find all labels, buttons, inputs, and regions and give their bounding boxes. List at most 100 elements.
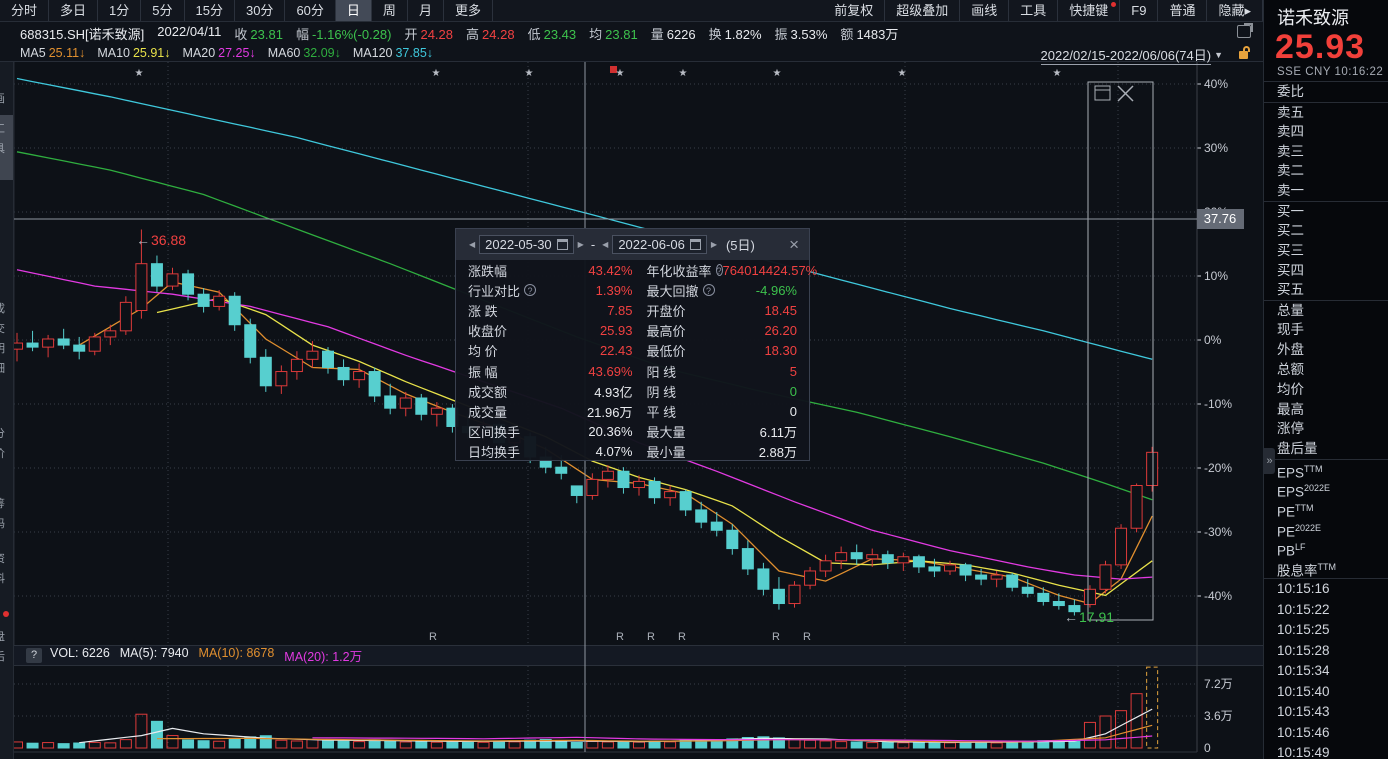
candle[interactable]	[726, 524, 739, 555]
menu-item-画线[interactable]: 画线	[960, 0, 1010, 21]
menu-item-1分[interactable]: 1分	[98, 0, 142, 21]
candle[interactable]	[244, 318, 257, 364]
candle[interactable]	[819, 554, 832, 578]
star-marker-icon[interactable]: ★	[616, 68, 625, 79]
star-marker-icon[interactable]: ★	[898, 68, 907, 79]
candle[interactable]	[166, 267, 179, 291]
candle[interactable]	[601, 465, 614, 488]
close-icon[interactable]: ×	[789, 235, 799, 254]
candle[interactable]	[586, 473, 599, 500]
calendar-icon[interactable]	[1094, 85, 1111, 101]
chevron-down-icon[interactable]: ▼	[1214, 50, 1223, 60]
menu-item-月[interactable]: 月	[408, 0, 444, 21]
star-marker-icon[interactable]: ★	[135, 68, 144, 79]
candle[interactable]	[182, 269, 195, 301]
popout-icon[interactable]	[1237, 23, 1253, 38]
candle[interactable]	[197, 288, 210, 313]
next-date-icon[interactable]: ▶	[710, 240, 717, 249]
candle[interactable]	[415, 393, 428, 421]
menu-item-超级叠加[interactable]: 超级叠加	[885, 0, 961, 21]
candle[interactable]	[710, 511, 723, 537]
unlock-icon[interactable]	[1239, 46, 1251, 59]
menu-item-隐藏▸[interactable]: 隐藏▸	[1207, 0, 1263, 21]
candle[interactable]	[944, 560, 956, 576]
candle[interactable]	[384, 383, 397, 415]
candle[interactable]	[788, 581, 801, 608]
menu-item-快捷键[interactable]: 快捷键	[1058, 0, 1121, 21]
help-icon[interactable]: ?	[524, 284, 537, 297]
candle[interactable]	[912, 554, 925, 574]
candle[interactable]	[150, 255, 163, 293]
restricted-marker[interactable]: R	[678, 631, 686, 643]
date-range-text[interactable]: 2022/02/15-2022/06/06(74日)	[1040, 45, 1212, 65]
candle[interactable]	[835, 546, 848, 569]
strip-active-tab[interactable]	[0, 115, 13, 180]
candle[interactable]	[26, 330, 39, 352]
menu-item-30分[interactable]: 30分	[235, 0, 286, 21]
menu-item-周[interactable]: 周	[372, 0, 408, 21]
candle[interactable]	[337, 359, 350, 386]
menu-item-前复权[interactable]: 前复权	[823, 0, 886, 21]
menu-item-5分[interactable]: 5分	[141, 0, 185, 21]
candle[interactable]	[1037, 587, 1050, 606]
candle[interactable]	[353, 363, 366, 388]
date-range[interactable]: 2022/02/15-2022/06/06(74日) ▼	[1040, 45, 1223, 65]
candle[interactable]	[570, 485, 583, 504]
candle[interactable]	[399, 391, 412, 417]
panel-expander[interactable]: »	[1264, 448, 1275, 474]
menu-item-F9[interactable]: F9	[1120, 0, 1159, 21]
candle[interactable]	[804, 566, 817, 590]
candle[interactable]	[1006, 573, 1019, 592]
prev-date-icon[interactable]: ◀	[602, 240, 609, 249]
candle[interactable]	[57, 328, 70, 350]
calendar-icon[interactable]	[556, 239, 568, 250]
candle[interactable]	[228, 292, 241, 331]
candle[interactable]	[990, 570, 1003, 588]
star-marker-icon[interactable]: ★	[679, 68, 688, 79]
start-date-picker[interactable]: 2022-05-30	[479, 235, 574, 254]
candle[interactable]	[679, 489, 692, 517]
candle[interactable]	[213, 290, 226, 311]
restricted-marker[interactable]: R	[772, 631, 780, 643]
menu-item-60分[interactable]: 60分	[285, 0, 336, 21]
menu-item-工具[interactable]: 工具	[1009, 0, 1059, 21]
restricted-marker[interactable]: R	[803, 631, 811, 643]
candle[interactable]	[1021, 579, 1034, 598]
restricted-marker[interactable]: R	[616, 631, 624, 643]
candle[interactable]	[259, 349, 272, 392]
candle[interactable]	[1115, 524, 1128, 569]
candle[interactable]	[959, 562, 972, 582]
candle[interactable]	[88, 332, 101, 356]
candle[interactable]	[73, 336, 86, 360]
candle[interactable]	[695, 501, 708, 529]
close-icon[interactable]	[1117, 85, 1134, 102]
candle[interactable]	[1146, 446, 1159, 492]
candle[interactable]	[42, 334, 55, 358]
candle[interactable]	[135, 229, 148, 319]
menu-item-分时[interactable]: 分时	[0, 0, 50, 21]
candle[interactable]	[1130, 483, 1143, 533]
candle[interactable]	[290, 351, 303, 380]
candle[interactable]	[1068, 599, 1081, 616]
candle[interactable]	[928, 558, 941, 578]
candle[interactable]	[757, 562, 770, 596]
menu-item-多日[interactable]: 多日	[49, 0, 99, 21]
candle[interactable]	[275, 365, 288, 394]
candle[interactable]	[664, 485, 677, 506]
candle[interactable]	[322, 347, 334, 374]
candle[interactable]	[104, 324, 117, 346]
candle[interactable]	[975, 568, 988, 586]
calendar-icon[interactable]	[689, 239, 701, 250]
restricted-marker[interactable]: R	[429, 631, 437, 643]
menu-item-15分[interactable]: 15分	[185, 0, 235, 21]
left-tool-strip[interactable]: 画工具成交明细分价筹码资料盘后	[0, 62, 14, 759]
candle[interactable]	[741, 540, 754, 576]
help-icon[interactable]: ?	[702, 284, 715, 297]
selection-box[interactable]	[1087, 81, 1154, 621]
menu-item-更多[interactable]: 更多	[444, 0, 493, 21]
next-date-icon[interactable]: ▶	[577, 240, 584, 249]
candle[interactable]	[850, 544, 863, 565]
candle[interactable]	[430, 402, 443, 427]
star-marker-icon[interactable]: ★	[773, 68, 782, 79]
candle[interactable]	[1099, 560, 1112, 594]
